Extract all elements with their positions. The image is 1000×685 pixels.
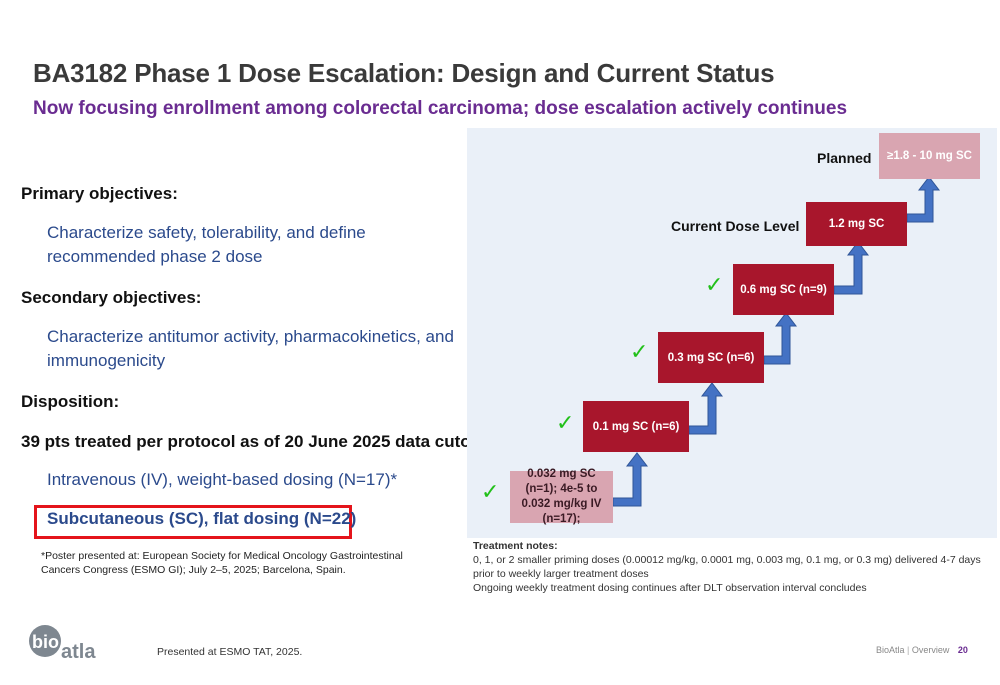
secondary-objectives-text: Characterize antitumor activity, pharmac…: [47, 327, 454, 370]
dose-escalation-diagram: 0.032 mg SC (n=1); 4e-5 to 0.032 mg/kg I…: [467, 128, 997, 538]
sc-highlight-box: [34, 505, 352, 539]
treatment-notes: Treatment notes: 0, 1, or 2 smaller prim…: [473, 539, 993, 595]
sc-dosing-text: Subcutaneous (SC), flat dosing (N=22): [47, 509, 357, 528]
disposition-heading: Disposition:: [21, 392, 120, 411]
dose-step-2: 0.1 mg SC (n=6): [583, 401, 689, 452]
dose-step-6-planned: ≥1.8 - 10 mg SC: [879, 133, 980, 179]
footer-section: Overview: [911, 645, 950, 655]
treatment-notes-line-2: Ongoing weekly treatment dosing continue…: [473, 582, 867, 594]
treatment-notes-line-1: 0, 1, or 2 smaller priming doses (0.0001…: [473, 554, 981, 580]
arrow-5: [906, 176, 941, 223]
page-subtitle: Now focusing enrollment among colorectal…: [33, 98, 848, 119]
check-icon: ✓: [630, 340, 649, 365]
check-icon: ✓: [705, 273, 724, 298]
footer-company: BioAtla: [876, 645, 905, 655]
step-arrows: [612, 176, 941, 507]
arrow-1: [612, 452, 649, 507]
treatment-notes-heading: Treatment notes:: [473, 540, 558, 552]
arrow-2: [688, 382, 724, 435]
footnote: *Poster presented at: European Society f…: [41, 550, 403, 576]
dose-step-3: 0.3 mg SC (n=6): [658, 332, 764, 383]
treated-heading: 39 pts treated per protocol as of 20 Jun…: [21, 432, 488, 451]
page-title: BA3182 Phase 1 Dose Escalation: Design a…: [33, 58, 775, 88]
iv-dosing-text: Intravenous (IV), weight-based dosing (N…: [47, 470, 398, 489]
dose-step-4: 0.6 mg SC (n=9): [733, 264, 834, 315]
arrow-4: [833, 241, 870, 295]
dose-step-1: 0.032 mg SC (n=1); 4e-5 to 0.032 mg/kg I…: [510, 468, 613, 525]
primary-objectives-heading: Primary objectives:: [21, 184, 178, 203]
svg-text:atla: atla: [61, 641, 96, 663]
current-dose-label: Current Dose Level: [671, 218, 800, 234]
dose-step-5-current: 1.2 mg SC: [806, 202, 907, 246]
footer-nav: BioAtla | Overview 20: [876, 645, 968, 655]
check-icon: ✓: [481, 480, 500, 505]
logo-mark: bio atla: [29, 625, 96, 663]
primary-objectives-text: Characterize safety, tolerability, and d…: [47, 223, 366, 266]
presented-at: Presented at ESMO TAT, 2025.: [157, 646, 303, 658]
secondary-objectives-heading: Secondary objectives:: [21, 288, 202, 307]
check-icon: ✓: [556, 411, 575, 436]
page-number: 20: [957, 645, 968, 655]
planned-label: Planned: [817, 150, 872, 166]
arrow-3: [763, 312, 798, 365]
svg-text:bio: bio: [32, 632, 59, 652]
bioatla-logo: bio atla: [28, 622, 103, 669]
